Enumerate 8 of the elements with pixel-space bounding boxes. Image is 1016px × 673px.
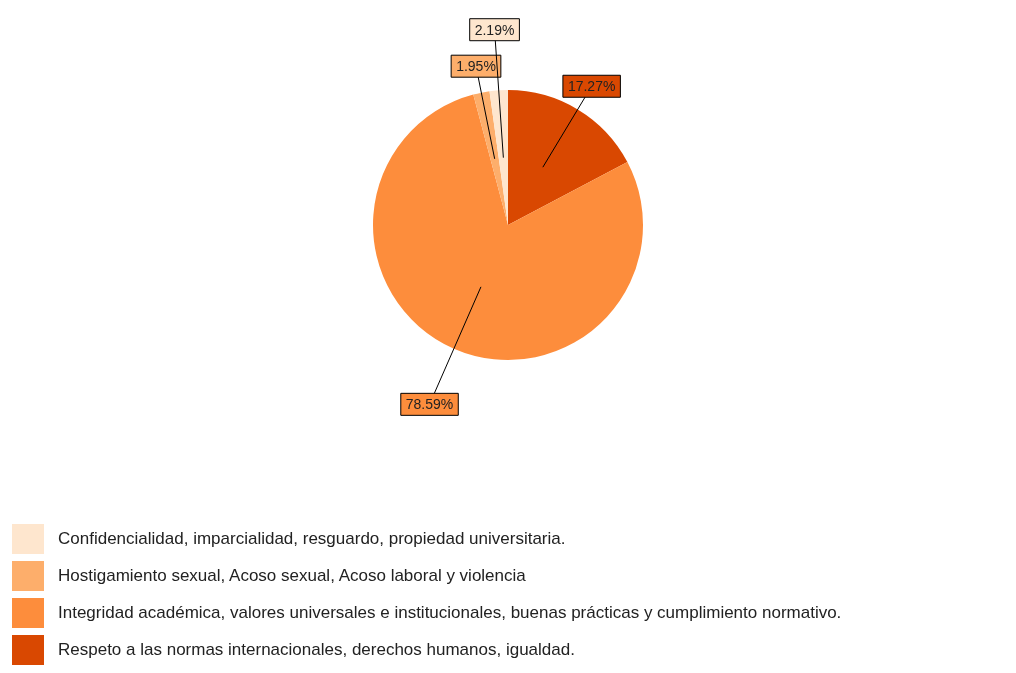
data-label: 17.27% [567, 78, 616, 95]
legend-label: Integridad académica, valores universales e institucionales, buenas prácticas y cumplimiento normativo. [58, 602, 842, 623]
data-label: 2.19% [474, 21, 515, 38]
legend-label: Hostigamiento sexual, Acoso sexual, Acoso laboral y violencia [58, 565, 526, 586]
legend-label: Confidencialidad, imparcialidad, resguardo, propiedad universitaria. [58, 528, 566, 549]
legend-label: Respeto a las normas internacionales, derechos humanos, igualdad. [58, 639, 575, 660]
data-label: 78.59% [405, 396, 454, 413]
data-label: 1.95% [456, 58, 496, 75]
